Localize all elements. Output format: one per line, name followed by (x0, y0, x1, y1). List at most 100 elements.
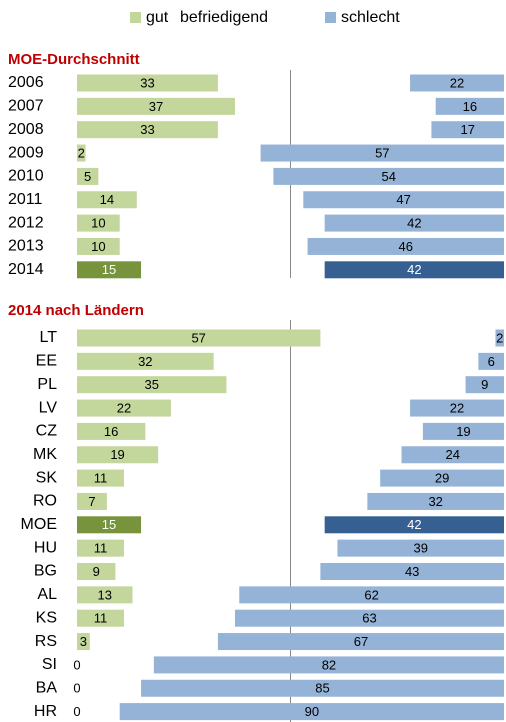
value-label: 63 (362, 611, 376, 626)
bar-schlecht (273, 167, 504, 185)
category-label: 2006 (8, 74, 44, 91)
bar-schlecht (401, 446, 504, 464)
panel-title: MOE-Durchschnitt (8, 51, 140, 68)
bar-gut (77, 352, 214, 370)
bar-gut (77, 446, 159, 464)
value-label: 6 (488, 354, 495, 369)
value-label: 17 (460, 122, 474, 137)
legend-label: gut (146, 9, 169, 26)
value-label: 14 (100, 192, 114, 207)
bar-gut (77, 97, 235, 115)
bar-schlecht (217, 633, 504, 651)
value-label: 24 (446, 447, 460, 462)
bar-gut (77, 237, 120, 255)
bar-gut (77, 329, 321, 347)
bar-gut (77, 399, 171, 417)
value-label: 57 (375, 145, 389, 160)
bar-schlecht (410, 399, 504, 417)
value-label: 37 (149, 99, 163, 114)
bar-gut (77, 214, 120, 232)
bar-gut (77, 469, 124, 487)
category-label: RS (35, 633, 57, 650)
bar-gut (77, 633, 90, 651)
bar-gut (77, 539, 124, 557)
value-label: 42 (407, 517, 421, 532)
bar-gut (77, 167, 99, 185)
value-label: 32 (428, 494, 442, 509)
value-label: 62 (364, 587, 378, 602)
value-label: 35 (144, 377, 158, 392)
value-label: 90 (305, 704, 319, 719)
bar-schlecht (435, 97, 504, 115)
value-label: 22 (117, 400, 131, 415)
bar-schlecht (367, 492, 504, 510)
value-label: 16 (104, 424, 118, 439)
value-label: 19 (110, 447, 124, 462)
category-label: 2011 (8, 191, 43, 208)
bar-schlecht (307, 237, 504, 255)
bar-gut (77, 492, 107, 510)
category-label: LV (39, 399, 58, 416)
value-label: 16 (463, 99, 477, 114)
category-label: AL (37, 586, 57, 603)
value-label: 47 (396, 192, 410, 207)
value-label: 0 (73, 704, 80, 719)
value-label: 5 (84, 169, 91, 184)
value-label: 0 (73, 681, 80, 696)
bar-schlecht (320, 563, 504, 580)
bar-gut (77, 376, 227, 394)
bar-schlecht (119, 703, 504, 721)
value-label: 13 (98, 587, 112, 602)
bar-gut (77, 261, 142, 279)
value-label: 57 (191, 330, 205, 345)
value-label: 10 (91, 216, 105, 231)
value-label: 3 (80, 634, 87, 649)
bar-gut (77, 74, 218, 92)
category-label: LT (40, 329, 58, 346)
legend-label: schlecht (341, 9, 400, 26)
value-label: 9 (481, 377, 488, 392)
bar-gut (77, 121, 218, 139)
category-label: 2007 (8, 98, 44, 115)
category-label: MOE (21, 516, 57, 533)
value-label: 19 (456, 424, 470, 439)
category-label: MK (33, 446, 57, 463)
category-label: RO (33, 493, 57, 510)
legend-swatch (325, 12, 336, 23)
bar-gut (77, 422, 146, 440)
category-label: SI (42, 656, 57, 673)
value-label: 2 (496, 330, 503, 345)
category-label: 2010 (8, 168, 44, 185)
value-label: 67 (354, 634, 368, 649)
value-label: 22 (450, 75, 464, 90)
value-label: 11 (94, 541, 108, 556)
value-label: 10 (91, 239, 105, 254)
category-label: 2008 (8, 121, 44, 138)
bar-schlecht (431, 121, 504, 139)
value-label: 33 (140, 122, 154, 137)
bar-schlecht (422, 422, 504, 440)
category-label: 2014 (8, 261, 44, 278)
bar-gut (77, 191, 137, 209)
category-label: CZ (36, 423, 58, 440)
bar-gut (77, 144, 86, 162)
value-label: 39 (414, 541, 428, 556)
panel-title: 2014 nach Ländern (8, 302, 144, 319)
category-label: SK (36, 469, 58, 486)
category-label: BG (34, 563, 57, 580)
category-label: BA (36, 679, 58, 696)
value-label: 2 (78, 145, 85, 160)
category-label: EE (36, 353, 57, 370)
bar-schlecht (410, 74, 504, 92)
bar-schlecht (324, 261, 504, 279)
bar-schlecht (153, 656, 505, 674)
bar-schlecht (495, 329, 504, 347)
value-label: 11 (94, 471, 108, 486)
bar-schlecht (141, 679, 505, 697)
value-label: 43 (405, 564, 419, 579)
legend-swatch (130, 12, 141, 23)
bar-gut (77, 586, 133, 604)
bar-schlecht (380, 469, 504, 487)
bar-schlecht (303, 191, 504, 209)
category-label: HU (34, 539, 57, 556)
